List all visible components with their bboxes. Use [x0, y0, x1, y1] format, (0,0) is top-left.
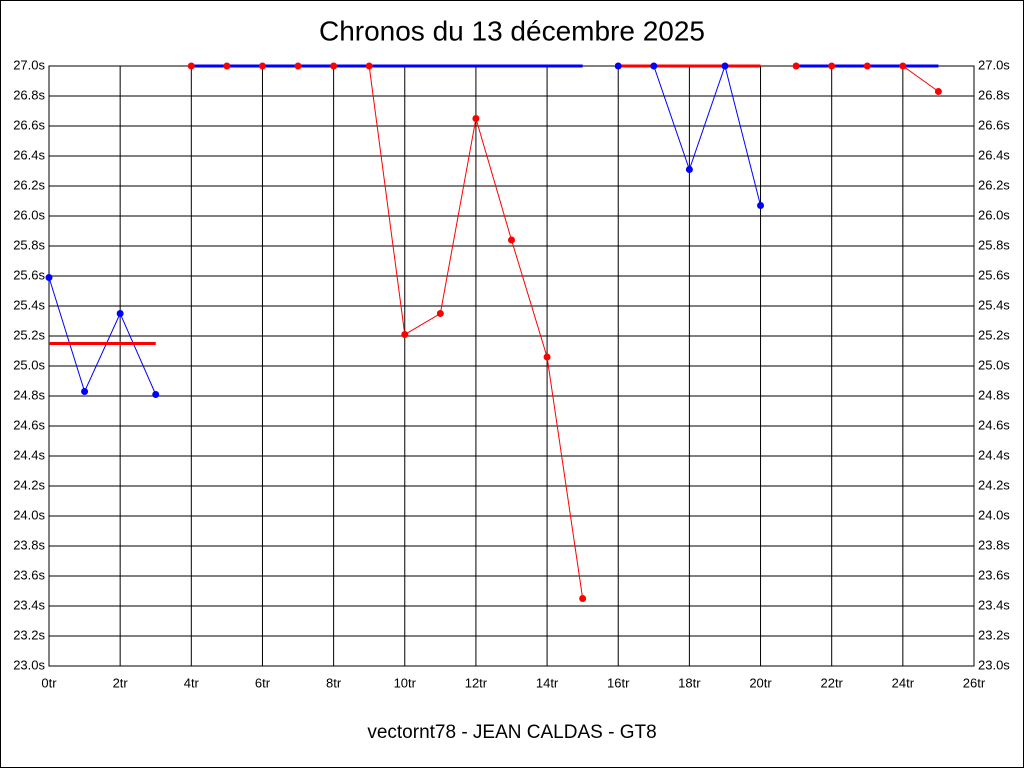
chart-title: Chronos du 13 décembre 2025	[319, 15, 705, 46]
y-tick-label-right: 24.6s	[978, 417, 1010, 432]
data-point	[401, 331, 409, 338]
x-tick-label: 4tr	[184, 675, 200, 690]
y-tick-label-right: 26.0s	[978, 207, 1010, 222]
x-tick-label: 16tr	[607, 675, 630, 690]
x-tick-label: 6tr	[255, 675, 271, 690]
data-point	[792, 62, 800, 70]
y-tick-label: 27.0s	[13, 57, 45, 72]
y-tick-label: 24.4s	[13, 447, 45, 462]
y-tick-label-right: 25.8s	[978, 237, 1010, 252]
y-tick-label-right: 27.0s	[978, 57, 1010, 72]
data-point	[934, 88, 942, 95]
data-point	[543, 353, 551, 361]
data-point	[508, 236, 515, 244]
y-tick-label: 26.8s	[13, 87, 45, 102]
data-point	[579, 595, 587, 602]
x-tick-label: 14tr	[536, 675, 559, 690]
data-point	[472, 115, 480, 122]
data-point	[81, 388, 89, 395]
data-point	[757, 202, 765, 209]
x-tick-label: 24tr	[892, 675, 915, 690]
data-point	[258, 62, 266, 70]
data-point	[828, 62, 836, 70]
y-tick-label-right: 23.6s	[978, 567, 1010, 582]
data-point	[187, 62, 195, 70]
data-point	[899, 62, 907, 70]
y-tick-label-right: 24.8s	[978, 387, 1010, 402]
y-tick-label: 24.0s	[13, 507, 45, 522]
y-tick-label-right: 25.6s	[978, 267, 1010, 282]
y-tick-label: 24.6s	[13, 417, 45, 432]
data-point	[436, 310, 444, 317]
data-point	[365, 62, 373, 70]
x-tick-label: 8tr	[326, 675, 342, 690]
x-tick-label: 20tr	[749, 675, 772, 690]
x-tick-label: 18tr	[678, 675, 701, 690]
y-tick-label: 24.8s	[13, 387, 45, 402]
y-tick-label: 26.0s	[13, 207, 45, 222]
y-tick-label: 23.4s	[13, 597, 45, 612]
y-tick-label-right: 25.2s	[978, 327, 1010, 342]
y-tick-label-right: 24.0s	[978, 507, 1010, 522]
data-point	[45, 274, 53, 281]
y-tick-label: 23.0s	[13, 657, 45, 672]
series-line	[48, 277, 157, 395]
y-tick-label: 24.2s	[13, 477, 45, 492]
data-point	[721, 62, 729, 70]
y-tick-label-right: 23.8s	[978, 537, 1010, 552]
data-point	[116, 310, 124, 317]
y-tick-label-right: 23.0s	[978, 657, 1010, 672]
y-tick-label: 23.2s	[13, 627, 45, 642]
x-tick-label: 2tr	[113, 675, 129, 690]
y-tick-label-right: 26.4s	[978, 147, 1010, 162]
y-tick-label: 26.4s	[13, 147, 45, 162]
x-tick-label: 22tr	[820, 675, 843, 690]
y-tick-label-right: 24.4s	[978, 447, 1010, 462]
x-tick-label: 12tr	[465, 675, 488, 690]
data-point	[863, 62, 871, 70]
y-tick-label: 23.6s	[13, 567, 45, 582]
data-point	[294, 62, 302, 70]
y-tick-label-right: 25.4s	[978, 297, 1010, 312]
y-tick-label-right: 24.2s	[978, 477, 1010, 492]
x-axis-label: vectornt78 - JEAN CALDAS - GT8	[367, 722, 656, 743]
x-tick-label: 26tr	[963, 675, 986, 690]
y-tick-label-right: 25.0s	[978, 357, 1010, 372]
y-tick-label-right: 26.2s	[978, 177, 1010, 192]
y-tick-label: 25.4s	[13, 297, 45, 312]
y-tick-label: 25.0s	[13, 357, 45, 372]
y-tick-label-right: 23.2s	[978, 627, 1010, 642]
y-tick-label: 26.2s	[13, 177, 45, 192]
data-point	[650, 62, 658, 70]
data-point	[685, 166, 693, 173]
x-tick-label: 10tr	[394, 675, 417, 690]
data-point	[330, 62, 338, 70]
y-tick-label: 23.8s	[13, 537, 45, 552]
data-point	[614, 62, 622, 70]
y-tick-label-right: 26.8s	[978, 87, 1010, 102]
y-tick-label: 25.8s	[13, 237, 45, 252]
y-tick-label-right: 23.4s	[978, 597, 1010, 612]
y-tick-label: 25.6s	[13, 267, 45, 282]
y-tick-label: 25.2s	[13, 327, 45, 342]
y-tick-label-right: 26.6s	[978, 117, 1010, 132]
y-tick-label: 26.6s	[13, 117, 45, 132]
data-point	[223, 62, 231, 70]
data-point	[152, 391, 160, 398]
x-tick-label: 0tr	[41, 675, 57, 690]
